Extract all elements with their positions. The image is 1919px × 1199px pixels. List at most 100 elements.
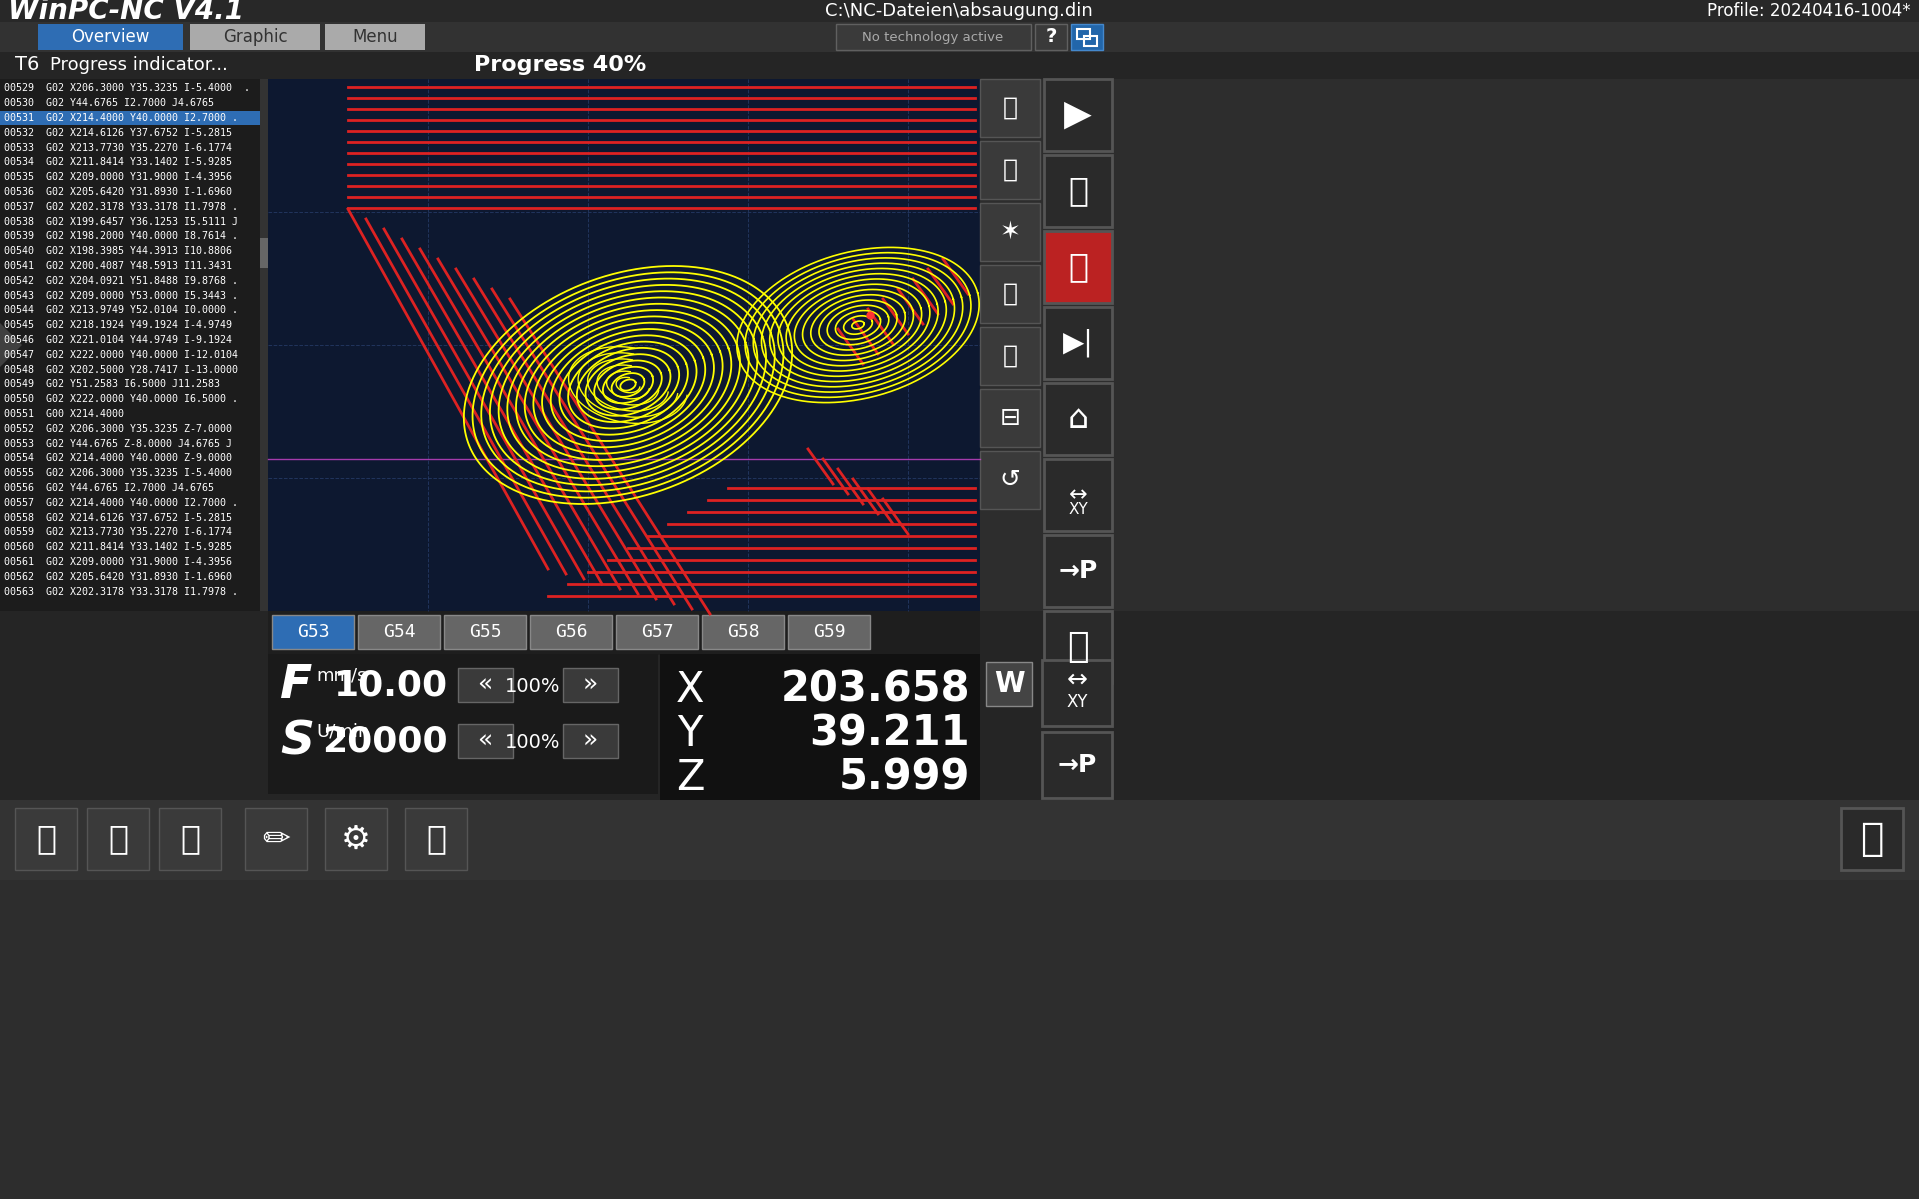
Bar [562, 668, 618, 701]
Text: 00534  G02 X211.8414 Y33.1402 I-5.9285: 00534 G02 X211.8414 Y33.1402 I-5.9285 [4, 157, 232, 168]
Text: 00547  G02 X222.0000 Y40.0000 I-12.0104: 00547 G02 X222.0000 Y40.0000 I-12.0104 [4, 350, 238, 360]
Text: 00557  G02 X214.4000 Y40.0000 I2.7000 .: 00557 G02 X214.4000 Y40.0000 I2.7000 . [4, 498, 238, 508]
Text: 🔍: 🔍 [1002, 158, 1017, 182]
Bar [1840, 808, 1904, 870]
Text: 00548  G02 X202.5000 Y28.7417 I-13.0000: 00548 G02 X202.5000 Y28.7417 I-13.0000 [4, 364, 238, 374]
Text: ⏹: ⏹ [1069, 251, 1088, 283]
Bar [259, 237, 269, 269]
Text: ⌂: ⌂ [1067, 403, 1088, 435]
Text: XY: XY [1067, 693, 1088, 711]
Bar [837, 24, 1031, 50]
Bar [359, 615, 439, 649]
Text: G55: G55 [468, 623, 501, 641]
Text: 00552  G02 X206.3000 Y35.3235 Z-7.0000: 00552 G02 X206.3000 Y35.3235 Z-7.0000 [4, 423, 232, 434]
Text: 00560  G02 X211.8414 Y33.1402 I-5.9285: 00560 G02 X211.8414 Y33.1402 I-5.9285 [4, 542, 232, 553]
Text: S: S [280, 719, 315, 765]
Text: 00550  G02 X222.0000 Y40.0000 I6.5000 .: 00550 G02 X222.0000 Y40.0000 I6.5000 . [4, 394, 238, 404]
Text: 00562  G02 X205.6420 Y31.8930 I-1.6960: 00562 G02 X205.6420 Y31.8930 I-1.6960 [4, 572, 232, 582]
Text: W: W [994, 670, 1025, 698]
Bar [246, 808, 307, 870]
Text: T6: T6 [15, 55, 40, 74]
Bar [38, 24, 182, 50]
Text: 00551  G00 X214.4000: 00551 G00 X214.4000 [4, 409, 125, 418]
Text: 00555  G02 X206.3000 Y35.3235 I-5.4000: 00555 G02 X206.3000 Y35.3235 I-5.4000 [4, 468, 232, 478]
Bar [0, 0, 1919, 22]
Text: 🔧: 🔧 [426, 823, 445, 856]
Bar [405, 808, 466, 870]
Bar [1044, 535, 1111, 607]
Bar [616, 615, 699, 649]
Text: ⏻: ⏻ [1860, 820, 1884, 858]
Bar [259, 79, 269, 611]
Text: 00531  G02 X214.4000 Y40.0000 I2.7000 .: 00531 G02 X214.4000 Y40.0000 I2.7000 . [4, 113, 238, 123]
Text: U/min: U/min [317, 723, 368, 741]
Text: G59: G59 [812, 623, 844, 641]
Text: 00529  G02 X206.3000 Y35.3235 I-5.4000  .: 00529 G02 X206.3000 Y35.3235 I-5.4000 . [4, 84, 249, 94]
Text: 00556  G02 Y44.6765 I2.7000 J4.6765: 00556 G02 Y44.6765 I2.7000 J4.6765 [4, 483, 215, 493]
Bar [0, 800, 1919, 880]
Bar [324, 808, 388, 870]
Text: 00563  G02 X202.3178 Y33.3178 I1.7978 .: 00563 G02 X202.3178 Y33.3178 I1.7978 . [4, 586, 238, 597]
Text: G54: G54 [382, 623, 415, 641]
Text: Menu: Menu [353, 28, 397, 46]
Text: Progress 40%: Progress 40% [474, 55, 647, 76]
Text: 00538  G02 X199.6457 Y36.1253 I5.5111 J: 00538 G02 X199.6457 Y36.1253 I5.5111 J [4, 217, 238, 227]
Text: 00559  G02 X213.7730 Y35.2270 I-6.1774: 00559 G02 X213.7730 Y35.2270 I-6.1774 [4, 528, 232, 537]
Text: ✏: ✏ [263, 823, 290, 856]
Bar [0, 611, 1919, 811]
Bar [981, 327, 1040, 385]
Text: 00549  G02 Y51.2583 I6.5000 J11.2583: 00549 G02 Y51.2583 I6.5000 J11.2583 [4, 379, 221, 390]
Text: ✶: ✶ [1000, 219, 1021, 245]
Text: →P: →P [1057, 753, 1096, 777]
Text: 00544  G02 X213.9749 Y52.0104 I0.0000 .: 00544 G02 X213.9749 Y52.0104 I0.0000 . [4, 306, 238, 315]
Text: Profile: 20240416-1004*: Profile: 20240416-1004* [1708, 2, 1911, 20]
Bar [1042, 733, 1111, 799]
Bar [159, 808, 221, 870]
Bar [15, 808, 77, 870]
Text: 00561  G02 X209.0000 Y31.9000 I-4.3956: 00561 G02 X209.0000 Y31.9000 I-4.3956 [4, 558, 232, 567]
Text: ⚙: ⚙ [342, 823, 370, 856]
Text: 00535  G02 X209.0000 Y31.9000 I-4.3956: 00535 G02 X209.0000 Y31.9000 I-4.3956 [4, 173, 232, 182]
Bar [981, 79, 1040, 137]
Bar [981, 388, 1040, 447]
Bar [981, 265, 1040, 323]
Text: WinPC-NC V4.1: WinPC-NC V4.1 [8, 0, 244, 25]
Text: 100%: 100% [505, 676, 560, 695]
Text: ⬜: ⬜ [1002, 282, 1017, 306]
Bar [981, 203, 1040, 261]
Text: mm/s: mm/s [317, 667, 367, 685]
Bar [981, 141, 1040, 199]
Text: 00540  G02 X198.3985 Y44.3913 I10.8806: 00540 G02 X198.3985 Y44.3913 I10.8806 [4, 246, 232, 257]
Text: 00543  G02 X209.0000 Y53.0000 I5.3443 .: 00543 G02 X209.0000 Y53.0000 I5.3443 . [4, 290, 238, 301]
Text: ⊟: ⊟ [1000, 406, 1021, 430]
Text: «: « [478, 673, 493, 697]
Text: 00554  G02 X214.4000 Y40.0000 Z-9.0000: 00554 G02 X214.4000 Y40.0000 Z-9.0000 [4, 453, 232, 463]
Text: 00546  G02 X221.0104 Y44.9749 I-9.1924: 00546 G02 X221.0104 Y44.9749 I-9.1924 [4, 335, 232, 345]
Bar [0, 79, 269, 611]
Bar [86, 808, 150, 870]
Text: →P: →P [1059, 559, 1098, 583]
Text: Y: Y [677, 713, 702, 755]
Bar [981, 451, 1040, 510]
Text: »: » [581, 729, 597, 753]
Text: ▶: ▶ [1065, 98, 1092, 132]
Text: 👁: 👁 [1002, 344, 1017, 368]
Text: 00537  G02 X202.3178 Y33.3178 I1.7978 .: 00537 G02 X202.3178 Y33.3178 I1.7978 . [4, 201, 238, 212]
Text: ⏸: ⏸ [1069, 175, 1088, 207]
Text: Z: Z [675, 757, 704, 799]
Text: 203.658: 203.658 [781, 669, 969, 711]
Text: 00533  G02 X213.7730 Y35.2270 I-6.1774: 00533 G02 X213.7730 Y35.2270 I-6.1774 [4, 143, 232, 152]
Text: 00532  G02 X214.6126 Y37.6752 I-5.2815: 00532 G02 X214.6126 Y37.6752 I-5.2815 [4, 128, 232, 138]
Bar [1084, 36, 1098, 46]
Text: XY: XY [1069, 501, 1088, 517]
Text: Overview: Overview [71, 28, 150, 46]
Text: G53: G53 [297, 623, 330, 641]
Bar [789, 615, 869, 649]
Text: 00545  G02 X218.1924 Y49.1924 I-4.9749: 00545 G02 X218.1924 Y49.1924 I-4.9749 [4, 320, 232, 330]
Text: ⏻: ⏻ [1067, 629, 1088, 664]
Text: 00536  G02 X205.6420 Y31.8930 I-1.6960: 00536 G02 X205.6420 Y31.8930 I-1.6960 [4, 187, 232, 197]
Bar [1044, 307, 1111, 379]
Bar [660, 653, 981, 802]
Text: G58: G58 [727, 623, 760, 641]
Text: 00553  G02 Y44.6765 Z-8.0000 J4.6765 J: 00553 G02 Y44.6765 Z-8.0000 J4.6765 J [4, 439, 232, 448]
